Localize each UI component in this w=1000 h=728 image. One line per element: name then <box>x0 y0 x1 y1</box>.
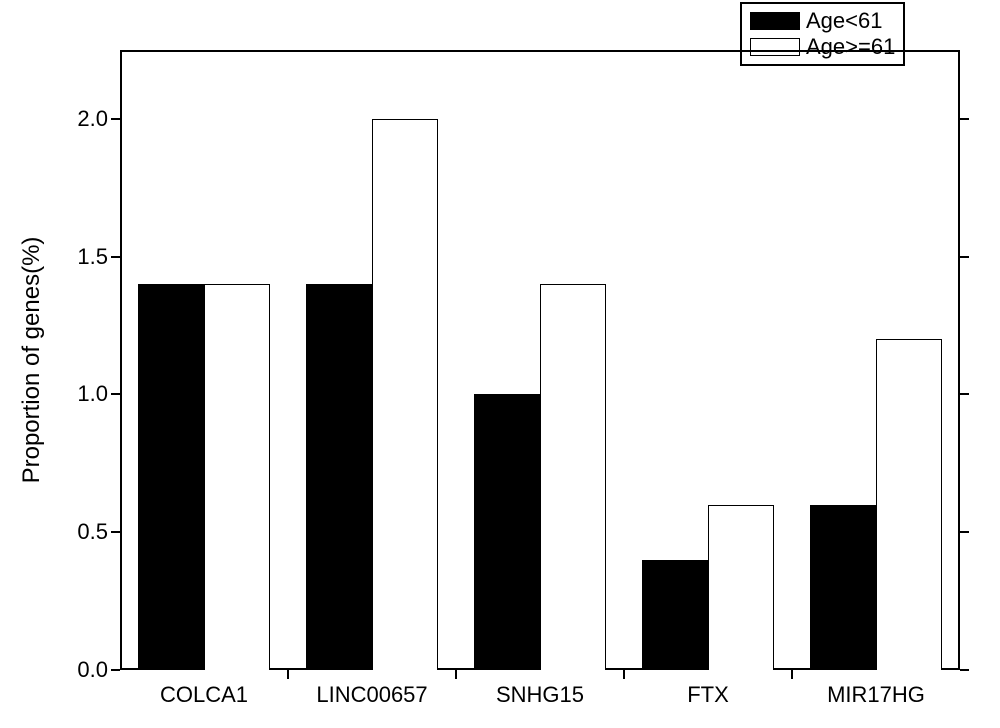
y-tick <box>111 256 120 258</box>
x-category-label: COLCA1 <box>160 682 248 708</box>
x-category-label: MIR17HG <box>827 682 925 708</box>
legend-label: Age<61 <box>806 8 882 34</box>
bar <box>642 560 708 670</box>
bar <box>540 284 606 670</box>
legend-swatch <box>750 12 800 30</box>
y-tick-label: 0.0 <box>77 657 108 683</box>
y-tick-right <box>960 256 969 258</box>
bar <box>138 284 204 670</box>
y-tick-label: 2.0 <box>77 106 108 132</box>
x-axis-line-top <box>120 50 960 52</box>
bar <box>474 394 540 670</box>
y-axis-line <box>120 50 122 670</box>
x-category-label: FTX <box>687 682 729 708</box>
bar <box>372 119 438 670</box>
bar <box>876 339 942 670</box>
bar <box>204 284 270 670</box>
figure: Age<61Age>=61 0.00.51.01.52.0COLCA1LINC0… <box>0 0 1000 728</box>
y-tick <box>111 669 120 671</box>
y-tick-right <box>960 669 969 671</box>
bar <box>306 284 372 670</box>
x-tick <box>455 670 457 679</box>
y-tick-label: 0.5 <box>77 519 108 545</box>
bar <box>810 505 876 670</box>
x-tick <box>791 670 793 679</box>
y-tick-label: 1.0 <box>77 381 108 407</box>
x-tick <box>623 670 625 679</box>
y-tick <box>111 531 120 533</box>
y-tick-right <box>960 118 969 120</box>
bar <box>708 505 774 670</box>
x-category-label: SNHG15 <box>496 682 584 708</box>
x-category-label: LINC00657 <box>316 682 427 708</box>
y-tick <box>111 118 120 120</box>
x-tick <box>287 670 289 679</box>
y-tick-label: 1.5 <box>77 244 108 270</box>
y-tick <box>111 393 120 395</box>
y-axis-line-right <box>958 50 960 670</box>
legend-row: Age<61 <box>750 8 895 34</box>
y-tick-right <box>960 531 969 533</box>
plot-area: 0.00.51.01.52.0COLCA1LINC00657SNHG15FTXM… <box>120 50 960 670</box>
y-axis-title: Proportion of genes(%) <box>18 237 46 484</box>
y-tick-right <box>960 393 969 395</box>
